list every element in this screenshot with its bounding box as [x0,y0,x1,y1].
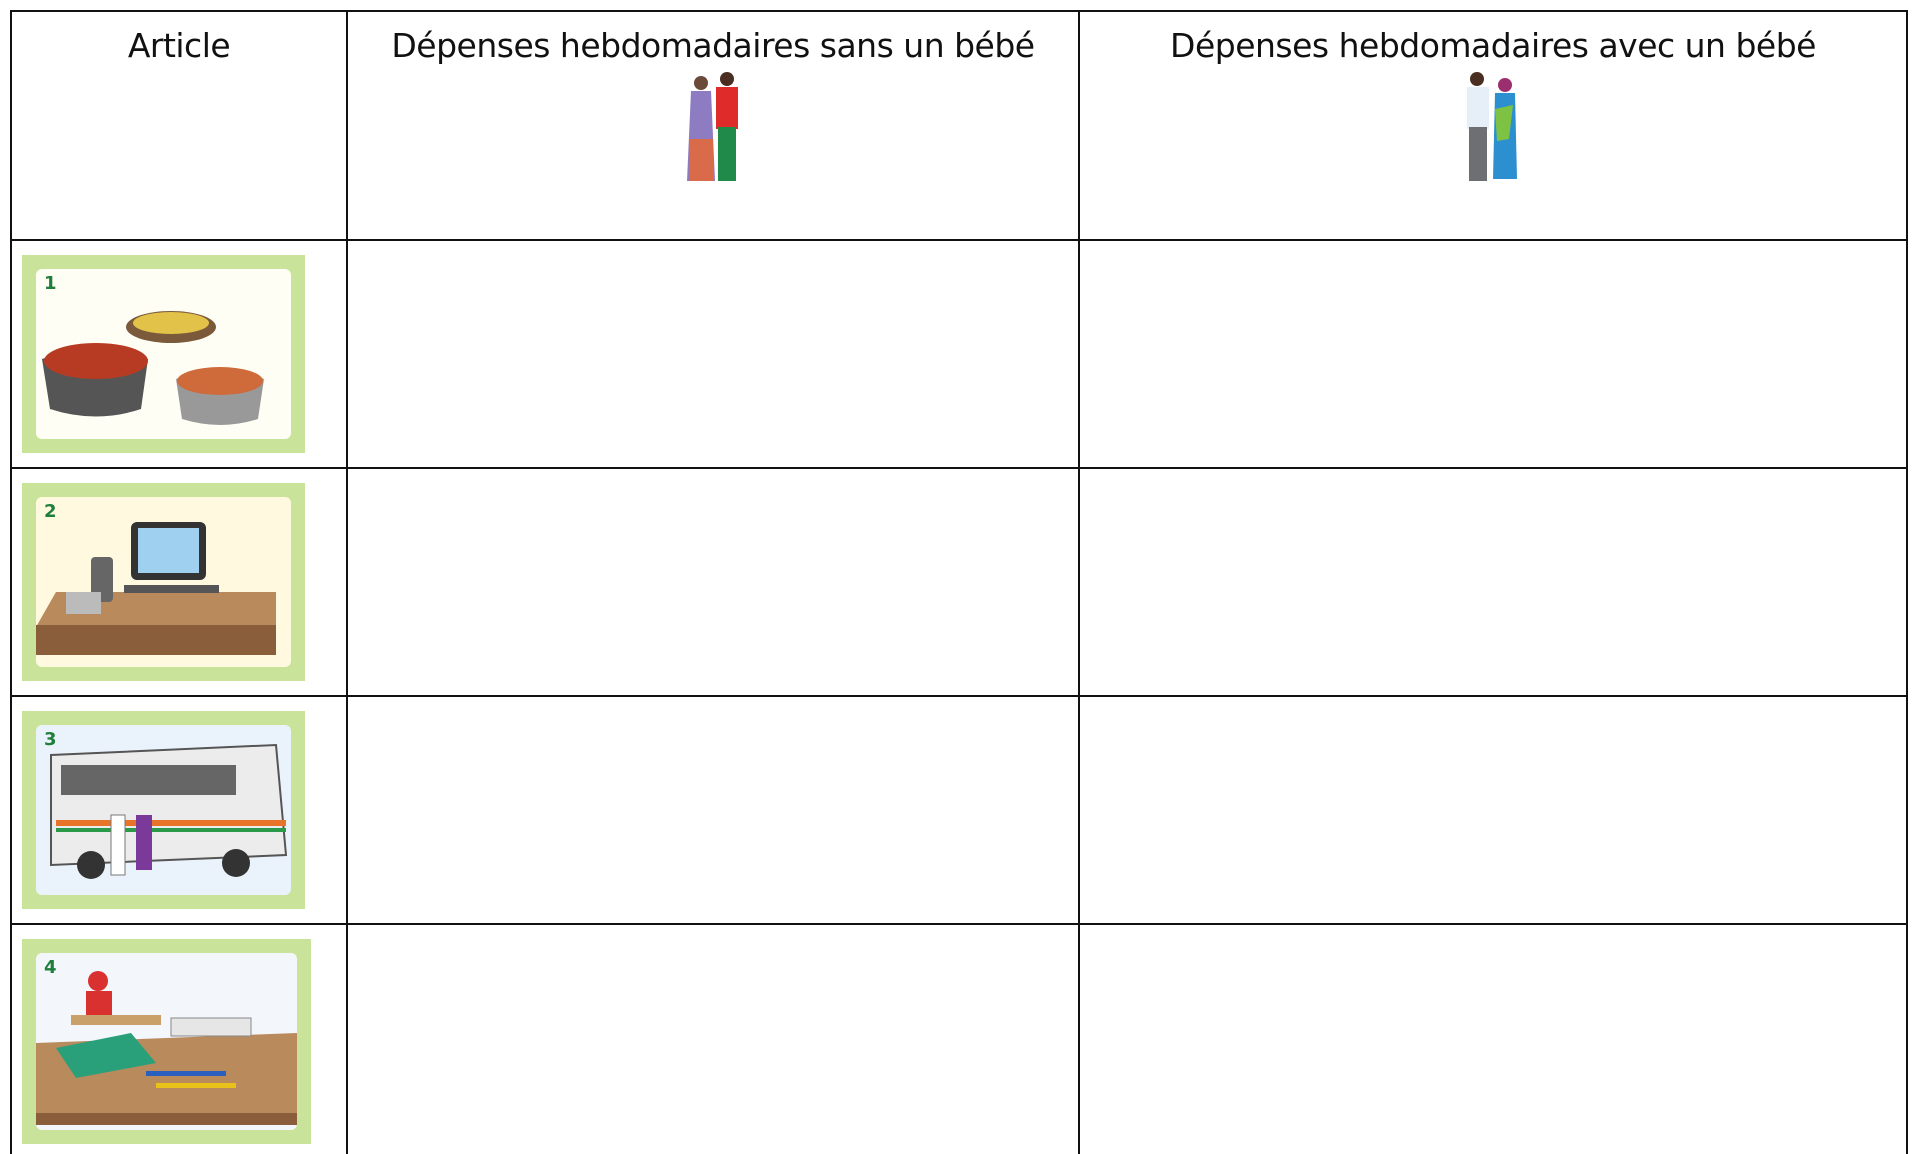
header-cell: Article [10,10,348,241]
cell [346,239,1080,469]
header-row: Article Dépenses hebdomadaires sans un b… [10,10,1908,241]
article-cell: 2 [10,467,348,697]
computer-illustration [36,497,291,667]
article-number: 4 [44,957,57,978]
food-illustration [36,269,291,439]
header-cell: Dépenses hebdomadaires sans un bébé [346,10,1080,241]
column-title: Dépenses hebdomadaires avec un bébé [1170,26,1816,65]
article-card: 3 [22,711,305,909]
couple-icon [687,72,738,181]
article-number: 2 [44,501,57,522]
cell [346,923,1080,1154]
family-icon [1467,72,1517,181]
row: 4 [10,923,1908,1154]
cell [1078,467,1908,697]
row: 2 [10,467,1908,697]
column-title: Article [127,26,231,65]
school-illustration [36,953,297,1130]
cell [1078,239,1908,469]
cell [346,695,1080,925]
cell [1078,923,1908,1154]
column-title: Dépenses hebdomadaires sans un bébé [391,26,1035,65]
bus-illustration [36,725,291,895]
row: 3 [10,695,1908,925]
expense-table: Article Dépenses hebdomadaires sans un b… [10,10,1908,1154]
cell [346,467,1080,697]
article-card: 2 [22,483,305,681]
article-number: 1 [44,273,57,294]
header-cell: Dépenses hebdomadaires avec un bébé [1078,10,1908,241]
article-card: 4 [22,939,311,1144]
article-number: 3 [44,729,57,750]
row: 1 [10,239,1908,469]
article-cell: 3 [10,695,348,925]
cell [1078,695,1908,925]
article-cell: 4 [10,923,348,1154]
article-card: 1 [22,255,305,453]
article-cell: 1 [10,239,348,469]
